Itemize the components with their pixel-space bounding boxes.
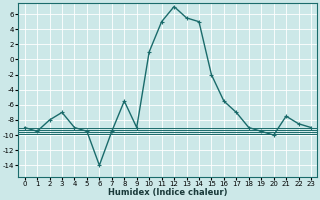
- X-axis label: Humidex (Indice chaleur): Humidex (Indice chaleur): [108, 188, 228, 197]
